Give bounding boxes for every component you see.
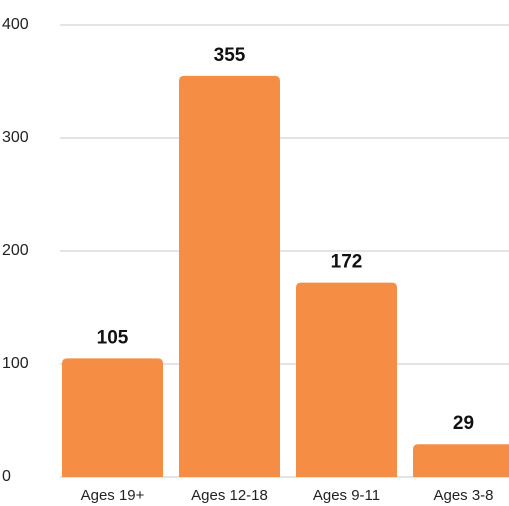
x-tick-label: Ages 12-18	[191, 487, 268, 504]
bar	[413, 444, 509, 477]
bar	[296, 282, 397, 477]
y-tick-label: 100	[2, 355, 29, 372]
data-label: 355	[214, 45, 246, 66]
data-label: 105	[97, 327, 129, 348]
x-tick-label: Ages 3-8	[433, 487, 493, 504]
y-tick-label: 300	[2, 129, 29, 146]
x-tick-label: Ages 9-11	[313, 487, 380, 504]
x-tick-label: Ages 19+	[81, 487, 145, 504]
bar	[179, 75, 280, 477]
data-label: 29	[453, 413, 474, 434]
bar	[62, 358, 163, 477]
y-tick-label: 0	[2, 468, 11, 485]
data-label: 172	[331, 252, 363, 273]
y-tick-label: 400	[2, 16, 29, 33]
y-tick-label: 200	[2, 242, 29, 259]
